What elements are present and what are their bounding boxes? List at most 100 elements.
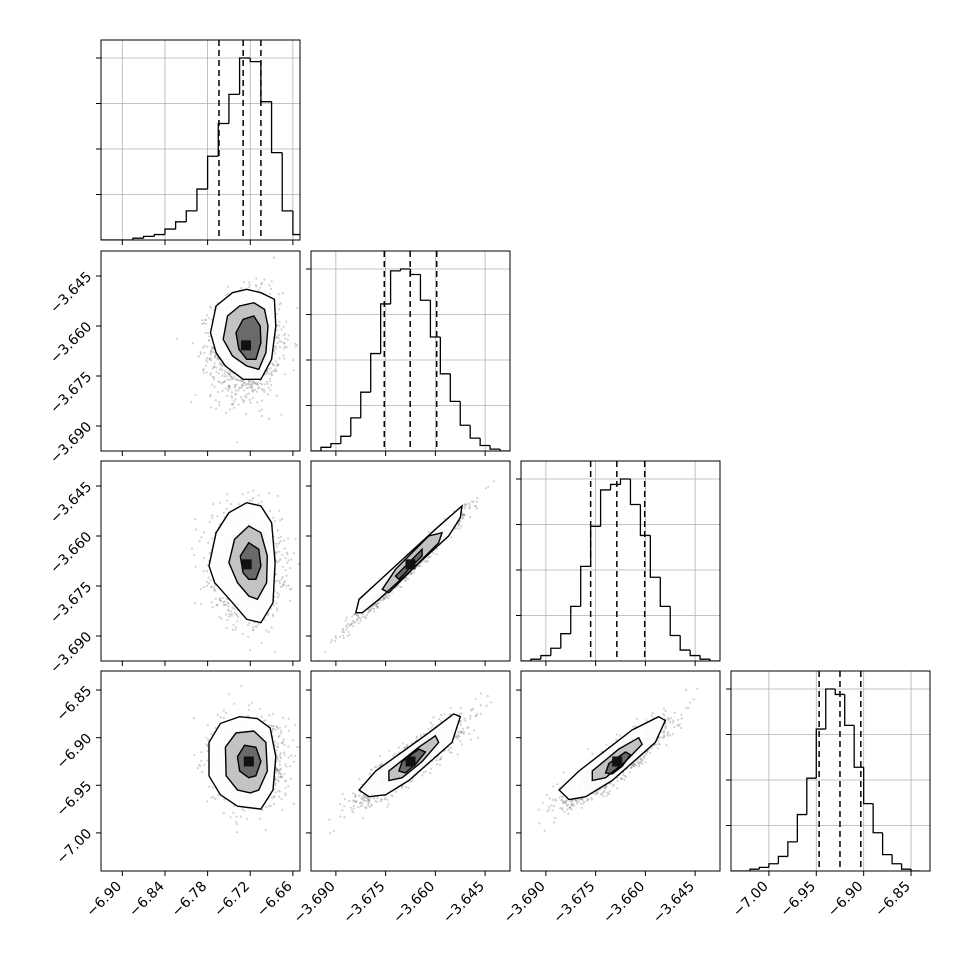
y-tick-label: −3.690	[47, 629, 95, 677]
sample-point	[357, 616, 361, 619]
sample-point	[220, 364, 223, 367]
sample-point	[228, 384, 231, 387]
sample-point	[215, 370, 218, 373]
contour-line	[239, 541, 262, 580]
sample-point	[255, 390, 258, 393]
sample-point	[464, 505, 467, 508]
sample-point	[271, 362, 274, 365]
sample-point	[235, 378, 238, 381]
sample-point	[410, 573, 413, 576]
sample-point	[278, 340, 281, 343]
sample-point	[294, 537, 297, 541]
sample-point	[368, 608, 371, 611]
sample-point	[283, 373, 287, 376]
sample-point	[270, 383, 273, 387]
sample-point	[281, 584, 284, 588]
sample-point	[342, 637, 345, 640]
sample-point	[232, 403, 235, 406]
sample-point	[467, 502, 470, 505]
sample-point	[426, 556, 429, 559]
sample-point	[232, 623, 235, 627]
sample-point	[206, 584, 209, 587]
hist-bin	[844, 694, 855, 727]
hist-bin	[815, 728, 826, 779]
sample-point	[245, 387, 248, 390]
sample-point	[265, 629, 268, 632]
sample-point	[247, 286, 250, 289]
sample-point	[224, 380, 227, 383]
sample-point	[212, 376, 216, 379]
sample-point	[461, 514, 464, 518]
panel-plot-area	[521, 461, 720, 661]
sample-point	[268, 509, 271, 512]
sample-point	[209, 352, 212, 355]
sample-point	[248, 499, 251, 502]
sample-point	[221, 374, 224, 377]
sample-point	[288, 599, 292, 602]
hist-bin	[863, 767, 874, 805]
sample-point	[276, 363, 279, 366]
sample-point	[279, 535, 282, 538]
sample-point	[225, 371, 228, 374]
sample-point	[281, 553, 284, 556]
sample-point	[208, 335, 211, 338]
panel-frame	[520, 460, 721, 662]
sample-point	[227, 371, 230, 374]
sample-point	[202, 322, 205, 325]
sample-point	[257, 386, 260, 390]
sample-point	[251, 497, 255, 500]
sample-point	[290, 558, 293, 561]
hist-bin	[206, 155, 219, 190]
sample-point	[352, 621, 356, 624]
sample-point	[281, 565, 285, 568]
sample-point	[260, 641, 263, 645]
sample-point	[356, 614, 359, 617]
hist-bin	[489, 445, 501, 450]
sample-point	[250, 386, 253, 389]
sample-point	[468, 507, 471, 510]
sample-point	[457, 522, 460, 526]
sample-point	[268, 284, 271, 287]
sample-point	[231, 628, 234, 631]
sample-point	[367, 609, 370, 612]
sample-point	[289, 587, 293, 590]
sample-point	[287, 334, 290, 337]
sample-point	[193, 554, 196, 557]
hist-bin	[174, 221, 187, 230]
sample-point	[231, 606, 234, 610]
sample-point	[228, 408, 232, 411]
sample-point	[199, 588, 202, 591]
sample-point	[223, 603, 226, 607]
sample-point	[424, 560, 427, 564]
sample-point	[284, 557, 287, 560]
y-tick-label: −3.660	[47, 319, 95, 367]
sample-point	[425, 559, 428, 562]
sample-point	[274, 370, 277, 373]
sample-point	[273, 520, 276, 523]
sample-point	[230, 391, 233, 394]
sample-point	[353, 613, 356, 616]
sample-point	[279, 558, 282, 561]
sample-point	[353, 613, 356, 616]
sample-point	[255, 277, 258, 280]
sample-point	[263, 383, 266, 386]
sample-point	[247, 386, 250, 389]
sample-point	[435, 547, 438, 551]
sample-point	[357, 615, 360, 619]
sample-point	[365, 614, 368, 617]
sample-point	[251, 389, 254, 392]
sample-point	[253, 381, 256, 384]
sample-point	[248, 283, 251, 287]
hist-bin	[699, 655, 711, 660]
hist-bin	[281, 152, 293, 212]
hist-bin	[777, 855, 788, 864]
sample-point	[276, 561, 279, 564]
sample-point	[370, 606, 373, 609]
sample-point	[238, 503, 241, 506]
sample-point	[209, 358, 212, 361]
sample-point	[236, 378, 239, 381]
sample-point	[248, 398, 251, 401]
sample-point	[251, 396, 254, 399]
sample-point	[334, 634, 337, 638]
sample-point	[273, 650, 276, 653]
